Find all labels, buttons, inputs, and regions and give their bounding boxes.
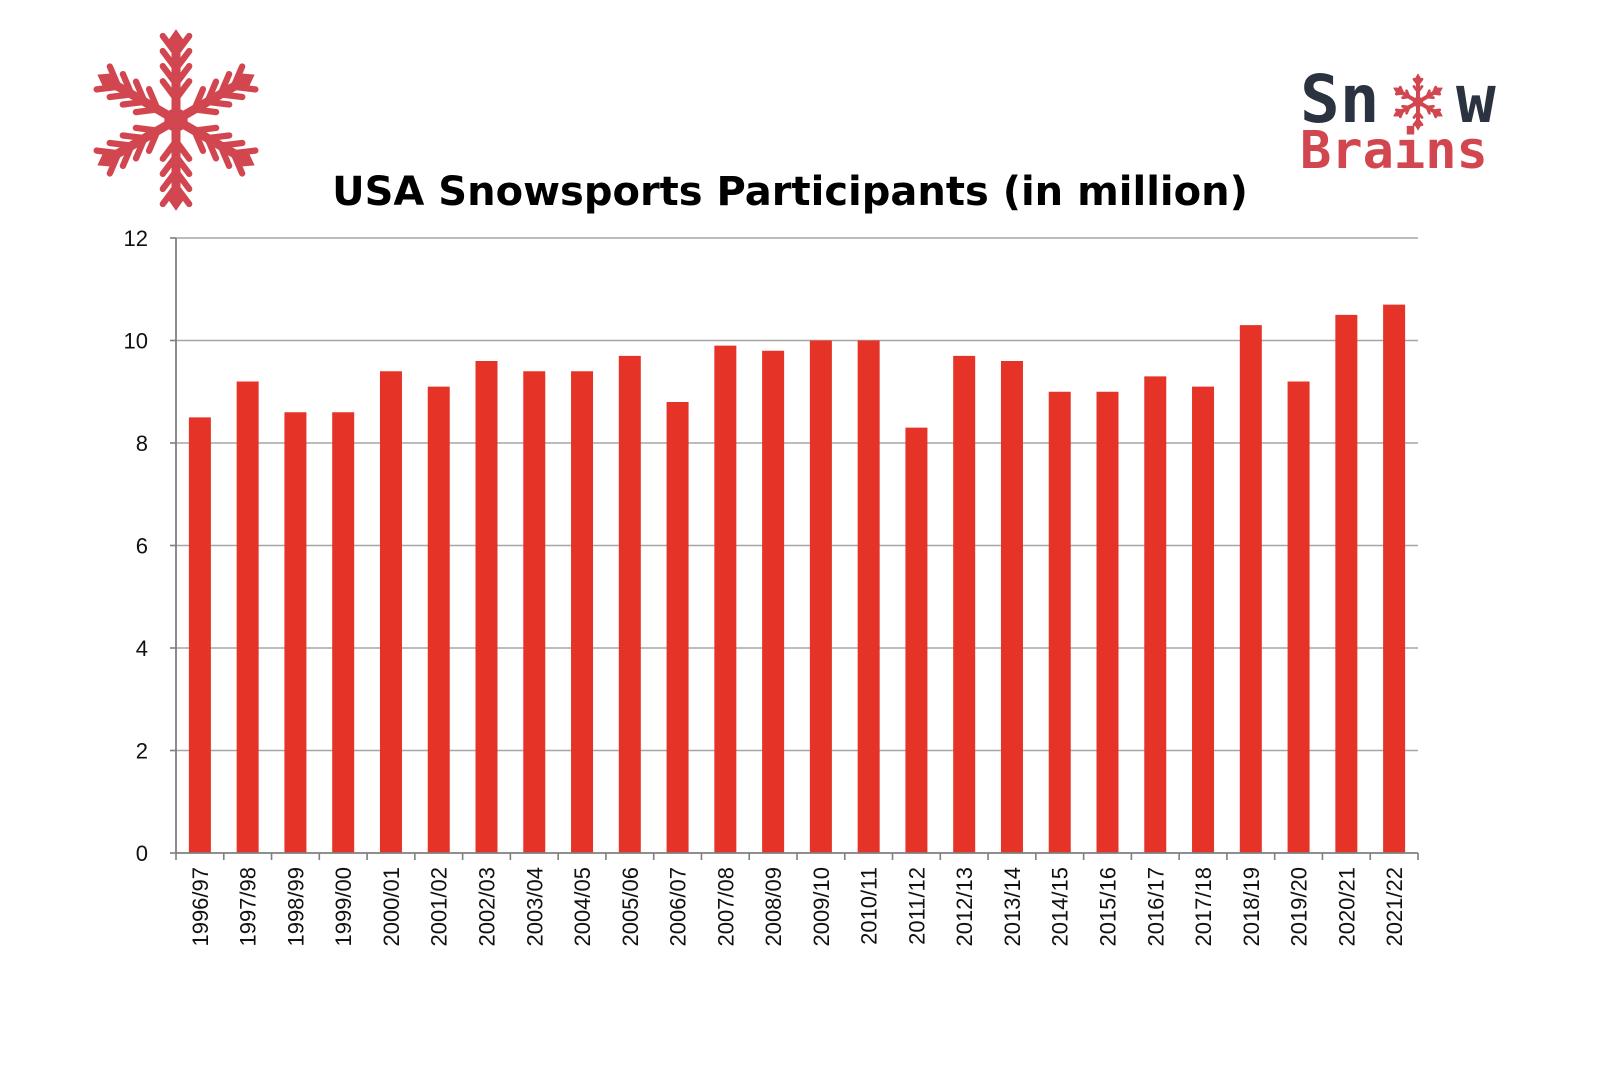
x-tick-label: 2011/12 bbox=[904, 867, 929, 945]
bar bbox=[1000, 361, 1023, 853]
x-tick-label: 1998/99 bbox=[283, 867, 308, 947]
bar bbox=[1144, 376, 1167, 853]
bar bbox=[1287, 381, 1310, 853]
x-tick-label: 2012/13 bbox=[952, 867, 977, 947]
bar bbox=[905, 427, 928, 853]
bar bbox=[571, 371, 594, 853]
x-tick-label: 2009/10 bbox=[809, 867, 834, 947]
bar bbox=[284, 412, 307, 853]
x-tick-label: 2018/19 bbox=[1239, 867, 1264, 947]
bar bbox=[953, 355, 976, 853]
y-tick-label: 2 bbox=[136, 739, 148, 764]
logo-text-line1-right: w bbox=[1456, 61, 1496, 138]
bar bbox=[379, 371, 402, 853]
snowflake-icon bbox=[93, 29, 259, 211]
x-tick-label: 2003/04 bbox=[522, 867, 547, 947]
bar bbox=[618, 355, 641, 853]
x-tick-label: 2005/06 bbox=[618, 867, 643, 947]
logo-text-line1-left: Sn bbox=[1300, 61, 1379, 138]
snowflake-icon bbox=[1393, 73, 1443, 131]
logo-text-line2: Brains bbox=[1300, 121, 1488, 181]
chart-title: USA Snowsports Participants (in million) bbox=[332, 169, 1248, 215]
snowbrains-logo: Sn w Brains bbox=[1300, 61, 1496, 181]
bar bbox=[236, 381, 259, 853]
x-tick-label: 2014/15 bbox=[1048, 867, 1073, 947]
x-tick-label: 2013/14 bbox=[1000, 867, 1025, 947]
bar bbox=[1048, 391, 1071, 853]
bar bbox=[857, 340, 880, 853]
x-tick-label: 2002/03 bbox=[475, 867, 500, 947]
bar bbox=[1192, 386, 1215, 853]
bar bbox=[809, 340, 832, 853]
bar bbox=[1335, 314, 1358, 853]
x-tick-label: 2007/08 bbox=[713, 867, 738, 947]
x-tick-label: 2006/07 bbox=[666, 867, 691, 947]
y-tick-label: 8 bbox=[136, 431, 148, 456]
x-tick-label: 2019/20 bbox=[1287, 867, 1312, 947]
x-tick-label: 2010/11 bbox=[857, 867, 882, 945]
y-tick-label: 4 bbox=[136, 636, 148, 661]
bar bbox=[666, 402, 689, 853]
x-tick-label: 2008/09 bbox=[761, 867, 786, 947]
y-tick-label: 6 bbox=[136, 534, 148, 559]
bars bbox=[188, 304, 1406, 853]
bar bbox=[475, 361, 498, 853]
x-tick-label: 1999/00 bbox=[331, 867, 356, 947]
bar bbox=[762, 350, 785, 853]
y-tick-labels: 0 2 4 6 8 10 12 bbox=[124, 226, 148, 866]
x-tick-label: 2016/17 bbox=[1143, 867, 1168, 947]
bar bbox=[1096, 391, 1119, 853]
bar bbox=[714, 345, 737, 853]
y-tick-label: 10 bbox=[124, 329, 148, 354]
x-tick-label: 2000/01 bbox=[379, 867, 404, 947]
x-tick-label: 2017/18 bbox=[1191, 867, 1216, 947]
x-tick-label: 1996/97 bbox=[188, 867, 213, 947]
bar bbox=[332, 412, 355, 853]
x-tick-label: 1997/98 bbox=[236, 867, 261, 947]
x-tick-label: 2001/02 bbox=[427, 867, 452, 947]
bar bbox=[188, 417, 211, 853]
x-tick-label: 2021/22 bbox=[1382, 867, 1407, 947]
gridlines bbox=[170, 237, 1418, 854]
bar bbox=[523, 371, 546, 853]
axes bbox=[175, 238, 1419, 860]
bar bbox=[427, 386, 450, 853]
y-tick-label: 12 bbox=[124, 226, 148, 251]
bar bbox=[1383, 304, 1406, 853]
y-tick-label: 0 bbox=[136, 841, 148, 866]
x-tick-label: 2015/16 bbox=[1096, 867, 1121, 947]
bar bbox=[1239, 325, 1262, 853]
x-tick-labels: 1996/97 1997/98 1998/99 1999/00 2000/01 2001/… bbox=[188, 867, 1407, 947]
x-tick-label: 2004/05 bbox=[570, 867, 595, 947]
x-tick-label: 2020/21 bbox=[1334, 867, 1359, 947]
